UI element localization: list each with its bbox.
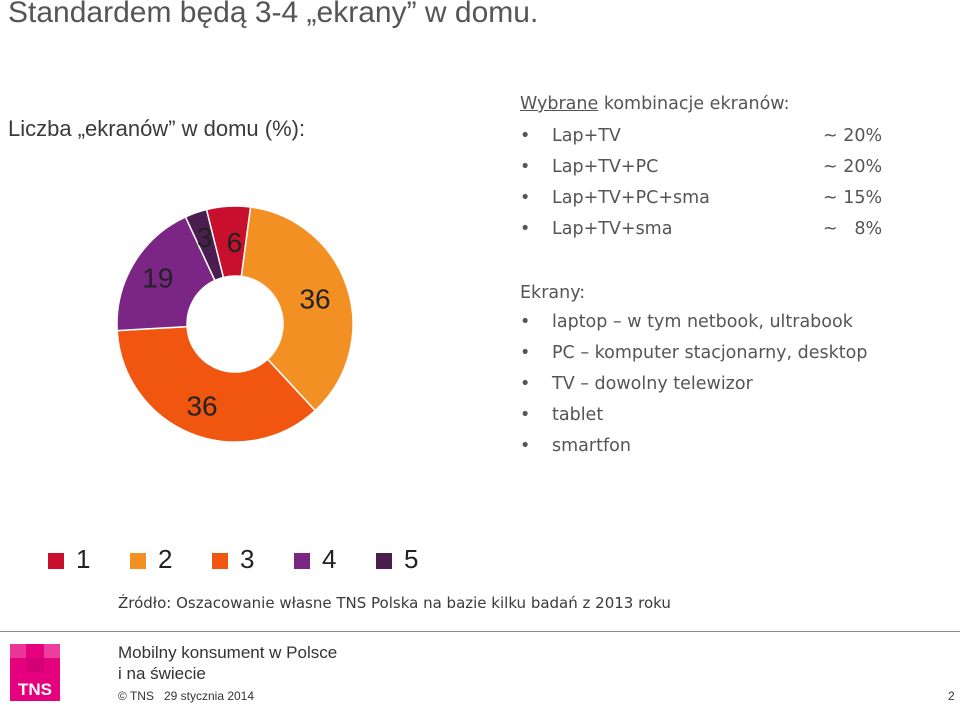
footer-divider — [0, 631, 960, 632]
bullet: • — [520, 436, 531, 456]
combination-value: ~ 15% — [823, 188, 883, 208]
page-number: 2 — [948, 689, 955, 703]
logo-pixel — [10, 644, 26, 658]
donut-label-1: 6 — [227, 227, 243, 258]
screen-item-label: laptop – w tym netbook, ultrabook — [552, 312, 853, 332]
bullet: • — [520, 188, 531, 208]
bullet: • — [520, 126, 531, 146]
legend-swatch — [376, 553, 392, 569]
legend-label: 5 — [404, 544, 419, 574]
legend-swatch — [130, 553, 146, 569]
donut-slice-2 — [240, 206, 354, 412]
bullet: • — [520, 157, 531, 177]
logo-pixel — [44, 644, 60, 658]
slide-title: Standardem będą 3-4 „ekrany” w domu. — [8, 0, 539, 29]
combinations-title-rest: kombinacje ekranów: — [598, 94, 790, 114]
logo-pixel — [26, 658, 44, 672]
screens-title: Ekrany: — [520, 283, 586, 303]
combination-label: Lap+TV — [552, 126, 621, 146]
donut-label-2: 36 — [299, 284, 330, 315]
donut-label-4: 19 — [142, 263, 173, 294]
footer-title: Mobilny konsument w Polsce i na świecie — [118, 642, 337, 684]
donut-slice-3 — [116, 325, 317, 443]
footer-title-line2: i na świecie — [118, 664, 206, 683]
bullet: • — [520, 405, 531, 425]
bullet: • — [520, 312, 531, 332]
screen-item-label: tablet — [552, 405, 604, 425]
donut-chart: 6 36 36 19 3 — [116, 205, 354, 443]
combination-value: ~ 20% — [823, 126, 883, 146]
source-note: Źródło: Oszacowanie własne TNS Polska na… — [118, 594, 671, 612]
legend-label: 3 — [240, 544, 255, 574]
combinations-title: Wybrane kombinacje ekranów: — [520, 94, 790, 114]
legend-swatch — [294, 553, 310, 569]
combination-label: Lap+TV+PC+sma — [552, 188, 710, 208]
donut-label-5: 3 — [197, 222, 213, 253]
legend-label: 1 — [76, 544, 91, 574]
donut-label-3: 36 — [186, 391, 217, 422]
bullet: • — [520, 219, 531, 239]
screen-item-label: TV – dowolny telewizor — [552, 374, 753, 394]
combination-label: Lap+TV+sma — [552, 219, 673, 239]
chart-heading: Liczba „ekranów” w domu (%): — [8, 116, 306, 141]
footer-copyright: © TNS 29 stycznia 2014 — [118, 689, 255, 703]
legend-swatch — [212, 553, 228, 569]
screen-item-label: PC – komputer stacjonarny, desktop — [552, 343, 868, 363]
combination-label: Lap+TV+PC — [552, 157, 659, 177]
donut-slice-4 — [116, 215, 216, 332]
footer-title-line1: Mobilny konsument w Polsce — [118, 643, 338, 662]
bullet: • — [520, 374, 531, 394]
donut-slice-5 — [184, 208, 225, 282]
combinations-title-underlined: Wybrane — [520, 94, 599, 114]
combination-value: ~ 20% — [823, 157, 883, 177]
legend-swatch — [48, 553, 64, 569]
bullet: • — [520, 343, 531, 363]
logo-text: TNS — [18, 680, 52, 699]
legend-label: 4 — [322, 544, 337, 574]
combination-value: ~ 8% — [823, 219, 883, 239]
legend-label: 2 — [158, 544, 173, 574]
tns-logo: TNS — [10, 644, 60, 701]
screen-item-label: smartfon — [552, 436, 631, 456]
